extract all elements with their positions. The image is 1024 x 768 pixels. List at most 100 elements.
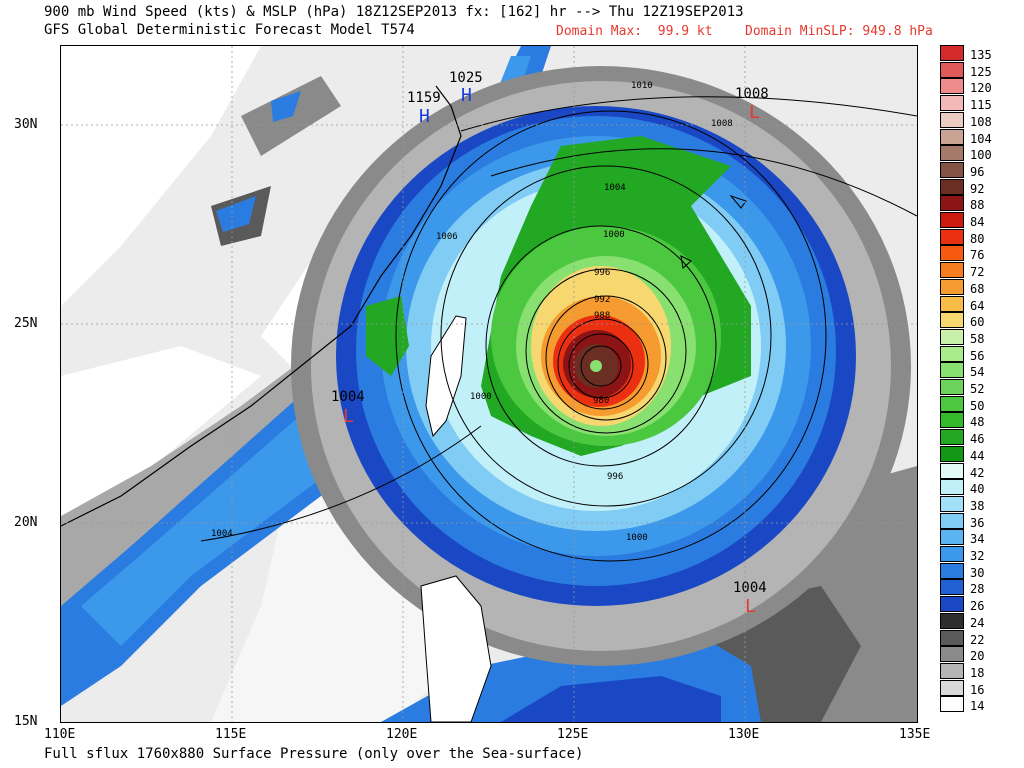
legend-level-label: 36 — [970, 515, 985, 530]
domain-max-label: Domain Max: 99.9 kt — [556, 24, 713, 39]
lon-label-120e: 120E — [386, 727, 418, 742]
low-center-marker: L — [745, 596, 756, 617]
legend-level-label: 104 — [970, 131, 992, 146]
lon-label-115e: 115E — [215, 727, 247, 742]
legend-level-label: 92 — [970, 181, 985, 196]
chart-title: 900 mb Wind Speed (kts) & MSLP (hPa) 18Z… — [44, 4, 744, 20]
lat-label-25n: 25N — [14, 316, 38, 331]
legend-level-label: 14 — [970, 699, 985, 714]
domain-minslp-label: Domain MinSLP: 949.8 hPa — [745, 24, 933, 39]
wind-zone-green — [366, 296, 409, 376]
isobar-label: 996 — [607, 472, 623, 482]
legend-swatch — [940, 512, 964, 529]
legend-swatch — [940, 612, 964, 629]
legend-level-label: 28 — [970, 582, 985, 597]
legend-swatch — [940, 462, 964, 479]
legend-level-label: 50 — [970, 398, 985, 413]
legend-level-label: 18 — [970, 665, 985, 680]
isobar-label: 1004 — [604, 183, 626, 193]
legend-level-label: 38 — [970, 498, 985, 513]
typhoon-eye — [590, 360, 602, 372]
isobar-label: 992 — [594, 295, 610, 305]
legend-swatch — [940, 429, 964, 446]
legend-swatch — [940, 395, 964, 412]
legend-level-label: 24 — [970, 615, 985, 630]
legend-level-label: 108 — [970, 114, 992, 129]
isobar-label: 1006 — [436, 232, 458, 242]
legend-swatch — [940, 45, 964, 61]
low-center-marker: L — [749, 102, 760, 123]
legend-swatch — [940, 646, 964, 663]
legend-swatch — [940, 95, 964, 112]
high-center-value: 1159 — [407, 90, 441, 106]
legend-level-label: 54 — [970, 365, 985, 380]
legend-level-label: 20 — [970, 649, 985, 664]
legend-level-label: 100 — [970, 148, 992, 163]
legend-level-label: 48 — [970, 415, 985, 430]
wind-zone-blue — [271, 91, 301, 122]
legend-swatch — [940, 195, 964, 212]
legend-swatch — [940, 61, 964, 78]
legend-level-label: 22 — [970, 632, 985, 647]
legend-swatch — [940, 546, 964, 562]
legend-swatch — [940, 262, 964, 279]
lon-label-110e: 110E — [44, 727, 76, 742]
wind-speed-map: 1010 1008 1004 1006 1000 996 992 988 980… — [61, 46, 917, 722]
legend-level-label: 68 — [970, 281, 985, 296]
isobar-label: 1010 — [631, 81, 653, 91]
legend-level-label: 72 — [970, 265, 985, 280]
legend-level-label: 58 — [970, 331, 985, 346]
lat-label-30n: 30N — [14, 117, 38, 132]
legend-swatch — [940, 445, 964, 462]
legend-level-label: 16 — [970, 682, 985, 697]
legend-swatch — [940, 228, 964, 245]
legend-swatch — [940, 178, 964, 195]
legend-swatch — [940, 579, 964, 596]
high-center-marker: H — [461, 85, 472, 106]
isobar-label: 1008 — [711, 119, 733, 129]
luzon-landmass — [420, 575, 492, 722]
legend-swatch — [940, 345, 964, 362]
legend-level-label: 76 — [970, 248, 985, 263]
legend-level-label: 32 — [970, 549, 985, 563]
legend-swatch — [940, 679, 964, 696]
high-center-value: 1025 — [449, 70, 483, 86]
legend-level-label: 96 — [970, 164, 985, 179]
legend-swatch — [940, 145, 964, 162]
legend-swatch — [940, 278, 964, 295]
legend-level-label: 84 — [970, 215, 985, 229]
isobar-label: 1000 — [626, 533, 648, 543]
legend-swatch — [940, 212, 964, 228]
legend-level-label: 135 — [970, 48, 992, 62]
legend-level-label: 88 — [970, 198, 985, 213]
isobar-label: 988 — [594, 311, 610, 321]
wind-zone-blue — [501, 676, 721, 722]
low-center-value: 1004 — [331, 389, 365, 405]
legend-swatch — [940, 161, 964, 178]
high-center-marker: H — [419, 106, 430, 127]
isobar-label: 1004 — [211, 529, 233, 539]
legend-swatch — [940, 78, 964, 95]
lon-label-125e: 125E — [557, 727, 589, 742]
lat-label-15n: 15N — [14, 714, 38, 729]
isobars — [200, 96, 917, 562]
low-center-value: 1004 — [733, 580, 767, 596]
legend-swatch — [940, 662, 964, 679]
china-coastline — [61, 85, 462, 527]
legend-level-label: 46 — [970, 432, 985, 447]
footer-note: Full sflux 1760x880 Surface Pressure (on… — [44, 746, 584, 762]
isobar-label: 980 — [593, 396, 609, 406]
legend-swatch — [940, 529, 964, 546]
legend-swatch — [940, 128, 964, 145]
legend-swatch — [940, 596, 964, 613]
legend-level-label: 26 — [970, 599, 985, 614]
wind-zone-calm — [61, 46, 261, 306]
legend-level-label: 64 — [970, 298, 985, 313]
lon-label-130e: 130E — [728, 727, 760, 742]
isobar-label: 1000 — [603, 230, 625, 240]
island-outline — [729, 194, 747, 209]
legend-swatch — [940, 562, 964, 579]
island-outline — [680, 255, 692, 269]
legend-level-label: 30 — [970, 565, 985, 580]
legend-swatch — [940, 362, 964, 379]
